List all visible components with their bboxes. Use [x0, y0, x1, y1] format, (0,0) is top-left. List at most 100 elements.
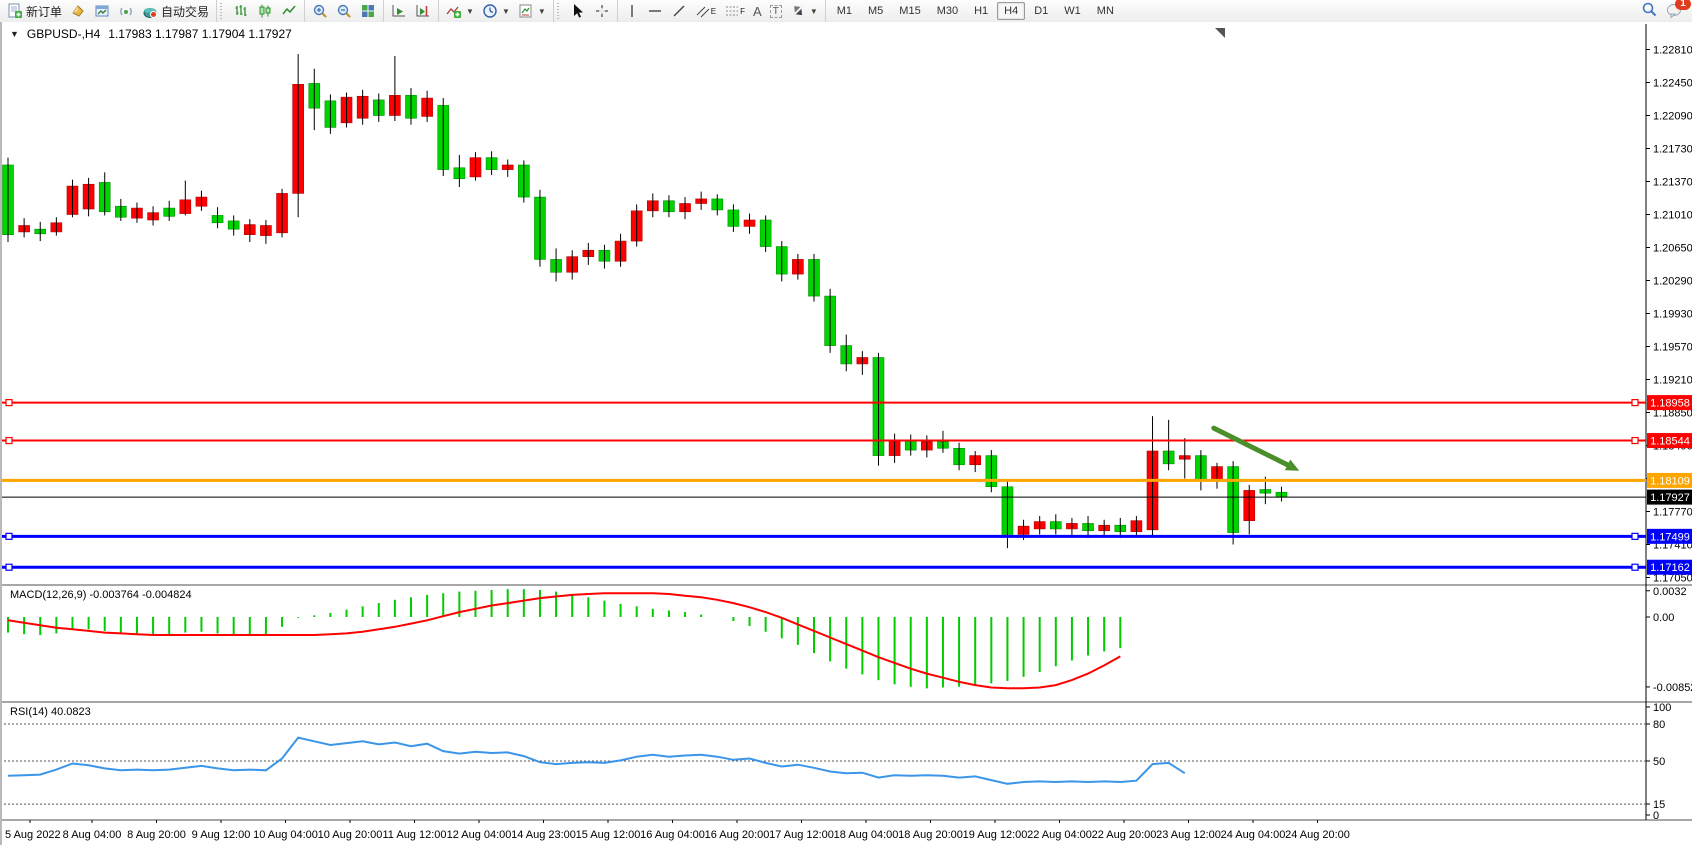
- tab-timeframe-H4[interactable]: H4: [997, 2, 1026, 20]
- price-line-marker: [5, 532, 13, 540]
- price-axis-label: 1.22810: [1653, 45, 1692, 57]
- zoom-out-button[interactable]: [332, 2, 356, 20]
- rsi-indicator-label: RSI(14) 40.0823: [10, 706, 91, 718]
- horizontal-line-tool[interactable]: [643, 2, 667, 20]
- tab-timeframe-H1[interactable]: H1: [974, 5, 989, 17]
- time-axis-label: 22 Aug 04:00: [1027, 829, 1092, 841]
- bar-chart-button[interactable]: [229, 2, 253, 20]
- vertical-line-tool[interactable]: [621, 2, 643, 20]
- notifications-button[interactable]: 1: [1666, 0, 1691, 21]
- price-label-box: [1647, 433, 1692, 449]
- equidistant-channel-tool[interactable]: E: [691, 2, 720, 20]
- fibonacci-icon: [724, 3, 740, 19]
- price-line-marker: [1631, 436, 1639, 445]
- new-order-button[interactable]: 新订单: [3, 2, 66, 20]
- auto-scroll-button[interactable]: [387, 2, 411, 20]
- time-axis-label: 14 Aug 23:00: [511, 829, 576, 841]
- auto-trading-button[interactable]: 自动交易: [138, 2, 213, 20]
- signals-button[interactable]: [114, 2, 138, 20]
- tab-timeframe-M5[interactable]: M5: [868, 5, 884, 17]
- tile-windows-button[interactable]: [356, 2, 380, 20]
- auto-scroll-icon: [391, 3, 407, 19]
- macd-indicator-label: MACD(12,26,9) -0.003764 -0.004824: [10, 589, 192, 601]
- line-chart-button[interactable]: [277, 2, 301, 20]
- macd-axis-label: 0.00: [1653, 612, 1674, 624]
- price-axis-label: 1.21010: [1653, 210, 1692, 222]
- time-axis-label: 10 Aug 20:00: [318, 829, 383, 841]
- tab-timeframe-M15[interactable]: M15: [899, 5, 921, 17]
- chart-shift-icon: [415, 3, 431, 19]
- macd-signal-line: [7, 592, 1121, 690]
- time-axis-label: 19 Aug 12:00: [963, 829, 1028, 841]
- chart-window[interactable]: ▼ GBPUSD-,H4 1.17983 1.17987 1.17904 1.1…: [0, 22, 1692, 845]
- templates-dropdown-caret[interactable]: ▼: [537, 6, 546, 16]
- price-label-text: 1.17499: [1650, 531, 1690, 543]
- fibo-tool-letter: F: [740, 6, 746, 16]
- candles: [2, 83, 1288, 535]
- price-label-box: [1647, 559, 1692, 575]
- fibonacci-tool[interactable]: F: [720, 2, 749, 20]
- arrows-dropdown-caret[interactable]: ▼: [809, 6, 818, 16]
- time-axis-label: 22 Aug 20:00: [1092, 829, 1157, 841]
- toolbar-group-scroll: [384, 0, 440, 22]
- periods-button[interactable]: ▼: [478, 2, 514, 20]
- macd-axis-label: 0.0032: [1653, 586, 1687, 598]
- text-tool[interactable]: A: [749, 2, 766, 20]
- toolbar-group-chart-type: [226, 0, 306, 22]
- time-axis-label: 24 Aug 20:00: [1285, 829, 1350, 841]
- time-axis-label: 23 Aug 12:00: [1156, 829, 1221, 841]
- time-axis-label: 8 Aug 20:00: [127, 829, 186, 841]
- tab-timeframe-D1[interactable]: D1: [1034, 5, 1049, 17]
- indicators-button[interactable]: ▼: [442, 2, 478, 20]
- price-axis-label: 1.19210: [1653, 375, 1692, 387]
- text-label-tool[interactable]: T: [766, 2, 786, 20]
- trendline-icon: [671, 3, 687, 19]
- trend-arrow-line: [1211, 425, 1291, 468]
- price-label-box: [1647, 489, 1692, 505]
- time-axis-label: 11 Aug 12:00: [382, 829, 446, 841]
- auto-trading-icon: [142, 3, 158, 19]
- cursor-tool-button[interactable]: [566, 2, 590, 20]
- toolbar-group-cursor: [563, 0, 618, 22]
- periods-dropdown-caret[interactable]: ▼: [501, 6, 510, 16]
- macd-axis-label: -0.008529: [1653, 682, 1692, 694]
- tab-timeframe-M1[interactable]: M1: [836, 5, 853, 17]
- trendline-tool[interactable]: [667, 2, 691, 20]
- price-axis-label: 1.19570: [1653, 342, 1692, 354]
- line-chart-icon: [281, 3, 297, 19]
- new-order-label: 新订单: [26, 4, 63, 19]
- zoom-in-button[interactable]: [308, 2, 332, 20]
- price-axis-label: 1.18850: [1653, 408, 1692, 420]
- toolbar: 新订单 自动交易: [0, 0, 1692, 23]
- chart-canvas[interactable]: 1.22810 1.22450 1.22090 1.21730 1.21370 1.210…: [2, 22, 1692, 845]
- tab-timeframe-M30[interactable]: M30: [936, 5, 959, 17]
- time-axis-label: 15 Aug 12:00: [576, 829, 641, 841]
- market-watch-button[interactable]: [66, 2, 90, 20]
- price-axis-label: 1.19930: [1653, 309, 1692, 321]
- candlestick-chart-button[interactable]: [253, 2, 277, 20]
- rsi-axis-label: 15: [1653, 799, 1665, 811]
- price-axis-label: 1.22450: [1653, 78, 1692, 90]
- chart-window-button[interactable]: [90, 2, 114, 20]
- price-label-text: 1.17162: [1650, 562, 1690, 574]
- templates-button[interactable]: ▼: [514, 2, 550, 20]
- indicators-dropdown-caret[interactable]: ▼: [466, 6, 474, 16]
- symbol-dropdown-icon[interactable]: ▼: [10, 29, 19, 39]
- chart-shift-button[interactable]: [411, 2, 435, 20]
- notification-badge: 1: [1675, 0, 1691, 10]
- toolbar-group-zoom: [305, 0, 385, 22]
- tab-timeframe-W1[interactable]: W1: [1064, 5, 1081, 17]
- arrows-tool[interactable]: ▼: [786, 2, 822, 20]
- time-axis-label: 16 Aug 20:00: [705, 829, 770, 841]
- search-icon[interactable]: [1641, 1, 1658, 21]
- signals-icon: [118, 3, 134, 19]
- trend-arrow-head: [1284, 459, 1300, 471]
- crosshair-tool-button[interactable]: [590, 2, 614, 20]
- price-line-marker: [5, 399, 13, 407]
- zoom-out-icon: [336, 3, 352, 19]
- price-line-marker: [1631, 532, 1639, 540]
- tab-timeframe-MN[interactable]: MN: [1096, 5, 1114, 17]
- price-line-marker: [5, 563, 13, 571]
- price-line-marker: [1631, 563, 1639, 571]
- vertical-line-icon: [625, 3, 639, 19]
